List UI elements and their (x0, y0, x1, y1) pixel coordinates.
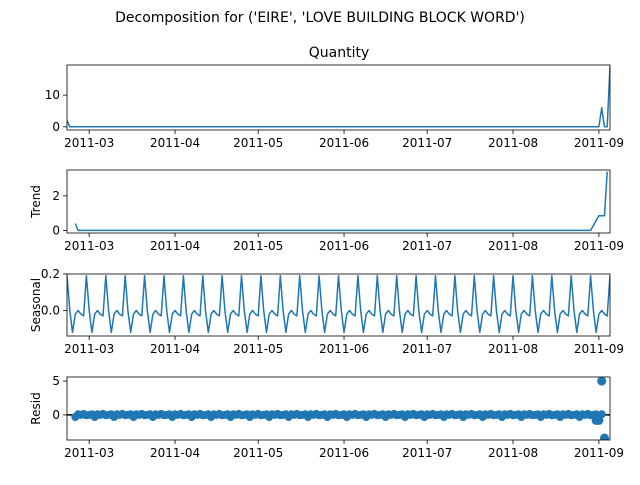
quantity-xtick-label: 2011-05 (233, 136, 283, 150)
seasonal-xtick-label: 2011-03 (64, 342, 114, 356)
seasonal-xtick-label: 2011-05 (233, 342, 283, 356)
seasonal-ylabel: Seasonal (29, 278, 43, 332)
trend-frame (66, 169, 611, 234)
seasonal-data (67, 275, 610, 334)
seasonal-panel: 0.0 0.2 2011-03 2011-04 2011-05 2011-06 2011-0… (29, 267, 624, 356)
quantity-xtick-label: 2011-03 (64, 136, 114, 150)
trend-panel: 0 2 2011-03 2011-04 2011-05 2011-06 2011-07 201… (29, 169, 624, 253)
resid-xtick-label: 2011-06 (319, 446, 369, 460)
resid-panel: 0 5 2011-03 2011-04 2011-05 2011-06 2011-07 201… (29, 374, 624, 460)
trend-ylabel: Trend (29, 185, 43, 219)
seasonal-xtick-label: 2011-09 (574, 342, 624, 356)
resid-xtick-label: 2011-04 (150, 446, 200, 460)
trend-xtick-label: 2011-09 (574, 239, 624, 253)
quantity-xtick-label: 2011-09 (574, 136, 624, 150)
quantity-series-line (67, 66, 610, 128)
seasonal-series-line (67, 275, 610, 334)
trend-xtick-label: 2011-08 (488, 239, 538, 253)
resid-data (67, 377, 610, 440)
trend-xtick-label: 2011-05 (233, 239, 283, 253)
figure-title: Decomposition for ('EIRE', 'LOVE BUILDIN… (115, 10, 525, 26)
trend-xtick-label: 2011-04 (150, 239, 200, 253)
resid-ytick-label: 5 (52, 374, 60, 388)
quantity-ytick-label: 10 (45, 88, 60, 102)
resid-ytick-label: 0 (52, 408, 60, 422)
trend-xtick-label: 2011-03 (64, 239, 114, 253)
resid-outlier-point (594, 415, 604, 425)
quantity-xtick-label: 2011-04 (150, 136, 200, 150)
quantity-frame (66, 64, 611, 131)
quantity-panel: 0 10 2011-03 2011-04 2011-05 2011-06 2011-07 20… (45, 64, 624, 150)
seasonal-ytick-label: 0.2 (41, 267, 60, 281)
seasonal-xtick-label: 2011-04 (150, 342, 200, 356)
resid-frame (66, 376, 611, 441)
seasonal-xtick-label: 2011-07 (402, 342, 452, 356)
trend-ytick-label: 2 (52, 189, 60, 203)
quantity-xtick-label: 2011-07 (402, 136, 452, 150)
quantity-xtick-label: 2011-08 (488, 136, 538, 150)
trend-series-line (74, 171, 608, 232)
resid-xtick-label: 2011-05 (233, 446, 283, 460)
resid-outlier-point (597, 377, 607, 386)
quantity-data (67, 66, 610, 128)
resid-ylabel: Resid (29, 392, 43, 424)
seasonal-frame (66, 273, 611, 337)
trend-ytick-label: 0 (52, 223, 60, 237)
resid-xtick-label: 2011-07 (402, 446, 452, 460)
quantity-xtick-label: 2011-06 (319, 136, 369, 150)
trend-data (74, 171, 608, 232)
quantity-ytick-label: 0 (52, 120, 60, 134)
resid-xtick-label: 2011-09 (574, 446, 624, 460)
resid-xtick-label: 2011-08 (488, 446, 538, 460)
quantity-panel-title: Quantity (309, 45, 370, 61)
seasonal-xtick-label: 2011-06 (319, 342, 369, 356)
trend-xtick-label: 2011-06 (319, 239, 369, 253)
trend-xtick-label: 2011-07 (402, 239, 452, 253)
resid-xtick-label: 2011-03 (64, 446, 114, 460)
resid-outlier-point (600, 433, 609, 440)
seasonal-xtick-label: 2011-08 (488, 342, 538, 356)
seasonal-ytick-label: 0.0 (41, 303, 60, 317)
